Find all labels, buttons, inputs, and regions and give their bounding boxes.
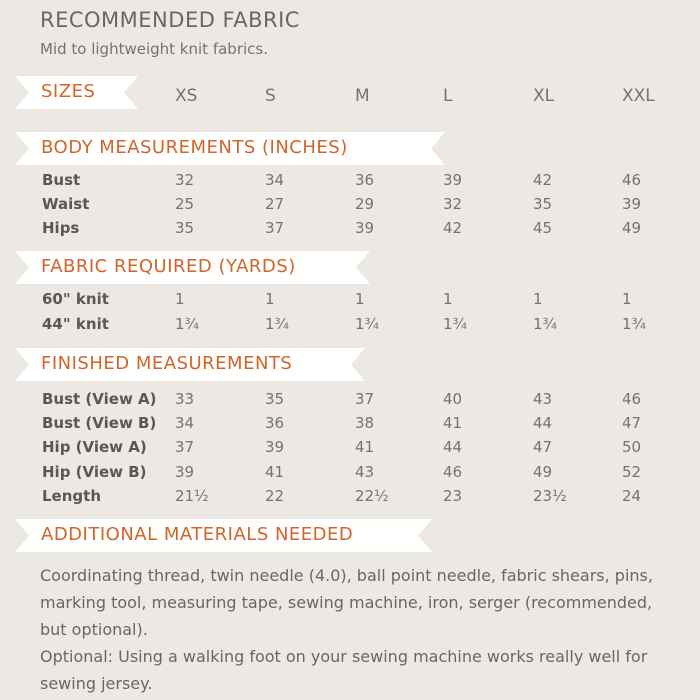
size-xl: XL bbox=[533, 86, 555, 106]
finished-cell: 44 bbox=[533, 414, 553, 432]
body-cell: 49 bbox=[622, 219, 642, 237]
body-cell: 42 bbox=[533, 171, 553, 189]
body-cell: 35 bbox=[533, 195, 553, 213]
finished-cell: 41 bbox=[355, 438, 375, 456]
body-heading: BODY MEASUREMENTS (INCHES) bbox=[41, 137, 348, 158]
fabric-cell: 1 bbox=[622, 290, 632, 308]
body-cell: 32 bbox=[443, 195, 463, 213]
fabric-heading: FABRIC REQUIRED (YARDS) bbox=[41, 256, 296, 277]
fabric-cell: 1 bbox=[355, 290, 365, 308]
body-row-label: Bust bbox=[42, 171, 81, 189]
body-cell: 32 bbox=[175, 171, 195, 189]
body-cell: 37 bbox=[265, 219, 285, 237]
finished-cell: 40 bbox=[443, 390, 463, 408]
body-row-label: Waist bbox=[42, 195, 90, 213]
finished-cell: 38 bbox=[355, 414, 375, 432]
finished-cell: 24 bbox=[622, 487, 642, 505]
body-cell: 27 bbox=[265, 195, 285, 213]
materials-text: Coordinating thread, twin needle (4.0), … bbox=[40, 562, 660, 697]
body-cell: 45 bbox=[533, 219, 553, 237]
size-xs: XS bbox=[175, 86, 198, 106]
finished-row-label: Bust (View A) bbox=[42, 390, 157, 408]
body-row-label: Hips bbox=[42, 219, 80, 237]
finished-cell: 35 bbox=[265, 390, 285, 408]
finished-cell: 37 bbox=[175, 438, 195, 456]
fabric-cell: 1¾ bbox=[533, 315, 558, 333]
finished-cell: 47 bbox=[533, 438, 553, 456]
additional-heading: ADDITIONAL MATERIALS NEEDED bbox=[41, 524, 354, 545]
body-cell: 35 bbox=[175, 219, 195, 237]
finished-cell: 22½ bbox=[355, 487, 389, 505]
materials-list: Coordinating thread, twin needle (4.0), … bbox=[40, 566, 653, 639]
fabric-cell: 1 bbox=[265, 290, 275, 308]
finished-row-label: Length bbox=[42, 487, 101, 505]
body-cell: 34 bbox=[265, 171, 285, 189]
materials-optional: Optional: Using a walking foot on your s… bbox=[40, 647, 648, 693]
finished-cell: 23½ bbox=[533, 487, 567, 505]
body-cell: 29 bbox=[355, 195, 375, 213]
finished-row-label: Bust (View B) bbox=[42, 414, 157, 432]
body-cell: 42 bbox=[443, 219, 463, 237]
finished-cell: 43 bbox=[355, 463, 375, 481]
size-s: S bbox=[265, 86, 276, 106]
fabric-cell: 1¾ bbox=[622, 315, 647, 333]
subtitle: Mid to lightweight knit fabrics. bbox=[40, 40, 268, 58]
sizes-label: SIZES bbox=[41, 81, 96, 102]
finished-banner: FINISHED MEASUREMENTS bbox=[15, 348, 365, 381]
finished-row-label: Hip (View A) bbox=[42, 438, 147, 456]
finished-row-label: Hip (View B) bbox=[42, 463, 147, 481]
finished-heading: FINISHED MEASUREMENTS bbox=[41, 353, 293, 374]
fabric-banner: FABRIC REQUIRED (YARDS) bbox=[15, 251, 370, 284]
body-cell: 39 bbox=[355, 219, 375, 237]
size-l: L bbox=[443, 86, 453, 106]
fabric-cell: 1 bbox=[533, 290, 543, 308]
finished-cell: 41 bbox=[443, 414, 463, 432]
fabric-cell: 1¾ bbox=[355, 315, 380, 333]
finished-cell: 46 bbox=[443, 463, 463, 481]
finished-cell: 39 bbox=[175, 463, 195, 481]
additional-banner: ADDITIONAL MATERIALS NEEDED bbox=[15, 519, 432, 552]
body-cell: 39 bbox=[622, 195, 642, 213]
finished-cell: 33 bbox=[175, 390, 195, 408]
finished-cell: 50 bbox=[622, 438, 642, 456]
finished-cell: 39 bbox=[265, 438, 285, 456]
fabric-cell: 1¾ bbox=[443, 315, 468, 333]
sizes-banner: SIZES bbox=[15, 76, 138, 109]
size-xxl: XXL bbox=[622, 86, 655, 106]
body-cell: 39 bbox=[443, 171, 463, 189]
finished-cell: 46 bbox=[622, 390, 642, 408]
finished-cell: 34 bbox=[175, 414, 195, 432]
finished-cell: 49 bbox=[533, 463, 553, 481]
size-m: M bbox=[355, 86, 370, 106]
body-banner: BODY MEASUREMENTS (INCHES) bbox=[15, 132, 445, 165]
finished-cell: 22 bbox=[265, 487, 285, 505]
body-cell: 25 bbox=[175, 195, 195, 213]
body-cell: 46 bbox=[622, 171, 642, 189]
fabric-cell: 1 bbox=[443, 290, 453, 308]
finished-cell: 43 bbox=[533, 390, 553, 408]
finished-cell: 47 bbox=[622, 414, 642, 432]
finished-cell: 41 bbox=[265, 463, 285, 481]
fabric-cell: 1¾ bbox=[265, 315, 290, 333]
finished-cell: 52 bbox=[622, 463, 642, 481]
fabric-cell: 1¾ bbox=[175, 315, 200, 333]
finished-cell: 44 bbox=[443, 438, 463, 456]
finished-cell: 36 bbox=[265, 414, 285, 432]
finished-cell: 21½ bbox=[175, 487, 209, 505]
finished-cell: 23 bbox=[443, 487, 463, 505]
finished-cell: 37 bbox=[355, 390, 375, 408]
body-cell: 36 bbox=[355, 171, 375, 189]
fabric-row-label: 60" knit bbox=[42, 290, 109, 308]
page-title: RECOMMENDED FABRIC bbox=[40, 8, 300, 32]
fabric-row-label: 44" knit bbox=[42, 315, 109, 333]
fabric-cell: 1 bbox=[175, 290, 185, 308]
